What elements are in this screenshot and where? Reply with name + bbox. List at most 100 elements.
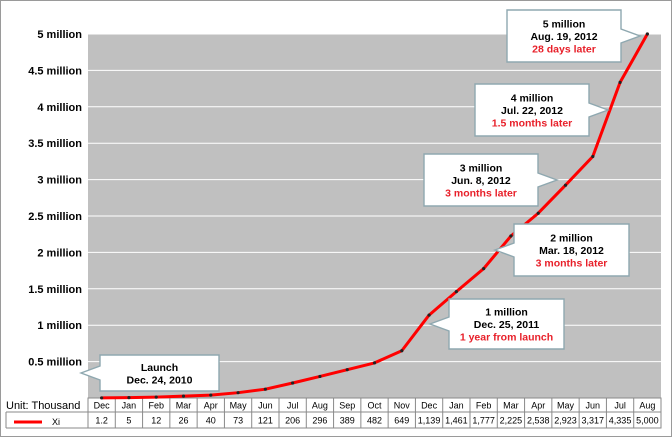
value-label: 1,461 <box>445 416 468 426</box>
callout-note: 3 months later <box>445 188 517 200</box>
category-label: May <box>557 401 575 411</box>
value-label: 3,317 <box>582 416 605 426</box>
data-point <box>372 361 377 365</box>
value-label: 296 <box>312 416 327 426</box>
category-label: Nov <box>394 401 411 411</box>
data-table: Unit: Thousand Xi Dec Jan Feb Mar Apr May Jun J… <box>5 397 662 429</box>
category-label: Jun <box>586 401 601 411</box>
data-point <box>536 211 540 215</box>
data-point <box>345 368 349 372</box>
callout-milestone: Launch <box>141 362 178 374</box>
category-label: Sep <box>339 401 355 411</box>
value-label: 389 <box>340 416 355 426</box>
value-label: 121 <box>258 416 273 426</box>
data-point <box>181 394 186 398</box>
data-point <box>154 395 158 399</box>
category-label: Jul <box>614 401 626 411</box>
y-tick-label: 5 million <box>37 29 82 41</box>
callout-note: 3 months later <box>536 258 608 270</box>
data-point <box>618 80 622 85</box>
callout-milestone: 5 million <box>543 19 586 31</box>
category-label: Mar <box>176 401 192 411</box>
callout-note: 1 year from launch <box>460 332 553 344</box>
y-tick-label: 4.5 million <box>28 65 82 77</box>
value-label: 2,225 <box>500 416 523 426</box>
callout-date: Jun. 8, 2012 <box>451 175 511 187</box>
y-tick-label: 2.5 million <box>28 211 82 223</box>
callout-date: Dec. 25, 2011 <box>474 319 540 331</box>
y-tick-label: 3 million <box>37 175 82 187</box>
data-point <box>209 393 213 397</box>
value-label: 1,139 <box>418 416 441 426</box>
callout-box <box>506 9 643 63</box>
callout-date: Aug. 19, 2012 <box>530 31 597 43</box>
value-label: 206 <box>285 416 300 426</box>
data-point <box>563 183 568 187</box>
value-label: 2,538 <box>527 416 550 426</box>
value-label: 40 <box>206 416 216 426</box>
callout-date: Mar. 18, 2012 <box>539 245 604 257</box>
value-label: 12 <box>151 416 161 426</box>
data-point <box>482 267 486 271</box>
callout-box <box>427 298 565 350</box>
data-point <box>591 154 595 159</box>
callout-milestone: 3 million <box>460 163 503 175</box>
category-label: Jul <box>287 401 299 411</box>
y-tick-label: 1.5 million <box>28 284 82 296</box>
callout-milestone: 4 million <box>511 93 554 105</box>
callout-box <box>492 223 630 277</box>
data-point <box>291 381 295 385</box>
value-label: 2,923 <box>554 416 577 426</box>
legend-series-name: Xi <box>52 417 60 427</box>
category-label: Apr <box>531 401 545 411</box>
value-label: 26 <box>178 416 188 426</box>
category-label: May <box>230 401 248 411</box>
callout-box <box>78 354 220 392</box>
y-tick-label: 4 million <box>37 102 82 114</box>
y-tick-label: 0.5 million <box>28 357 82 369</box>
category-label: Feb <box>476 401 492 411</box>
unit-label: Unit: Thousand <box>6 400 80 412</box>
y-tick-label: 2 million <box>37 247 82 259</box>
category-label: Feb <box>148 401 164 411</box>
data-point <box>127 396 131 400</box>
category-label: Jun <box>258 401 273 411</box>
y-tick-label: 1 million <box>37 320 82 332</box>
data-point <box>236 391 240 395</box>
category-label: Aug <box>639 401 655 411</box>
value-label: 482 <box>367 416 382 426</box>
y-tick-label: 3.5 million <box>28 138 82 150</box>
category-label: Jan <box>122 401 137 411</box>
data-point <box>454 290 458 294</box>
data-point <box>100 396 104 400</box>
value-label: 1.2 <box>95 416 108 426</box>
value-label: 4,335 <box>609 416 632 426</box>
category-label: Oct <box>367 401 382 411</box>
callout-note: 28 days later <box>532 44 596 56</box>
callout-date: Jul. 22, 2012 <box>501 105 563 117</box>
category-label: Dec <box>421 401 438 411</box>
category-label: Apr <box>204 401 218 411</box>
category-label: Dec <box>94 401 111 411</box>
data-point <box>263 387 267 391</box>
value-label: 73 <box>233 416 243 426</box>
value-label: 649 <box>394 416 409 426</box>
data-point <box>318 374 322 379</box>
data-point <box>427 313 431 317</box>
series-xi <box>100 32 649 400</box>
value-label: 1,777 <box>472 416 495 426</box>
category-label: Aug <box>312 401 328 411</box>
value-label: 5 <box>126 416 131 426</box>
data-point <box>509 234 513 238</box>
data-point <box>400 349 404 353</box>
category-label: Mar <box>503 401 519 411</box>
callout-box <box>474 83 611 137</box>
callout-milestone: 2 million <box>550 233 593 245</box>
